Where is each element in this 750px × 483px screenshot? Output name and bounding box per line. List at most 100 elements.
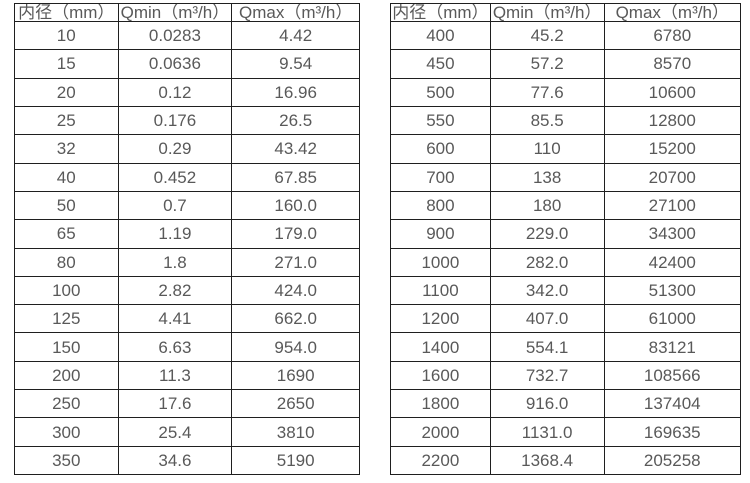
table-row: 150 6.63 954.0 xyxy=(14,332,360,362)
qmin-cell: 45.2 xyxy=(489,20,605,51)
table-row: 125 4.41 662.0 xyxy=(14,304,360,334)
table-row: 1200 407.0 61000 xyxy=(390,304,741,334)
diameter-cell: 600 xyxy=(390,134,491,164)
qmax-cell: 51300 xyxy=(603,275,741,306)
qmax-cell: 67.85 xyxy=(231,162,360,192)
qmax-cell: 179.0 xyxy=(231,219,360,249)
qmax-cell: 16.96 xyxy=(231,77,360,107)
qmin-cell: 4.41 xyxy=(117,304,233,334)
table-row: 600 110 15200 xyxy=(390,134,741,164)
diameter-cell: 40 xyxy=(14,162,119,192)
flow-table-left: 内径（mm） Qmin（m³/h） Qmax（m³/h） 10 0.0283 4.42 15… xyxy=(14,3,360,476)
table-row: 200 11.3 1690 xyxy=(14,360,360,391)
qmin-cell: 0.176 xyxy=(117,105,233,136)
qmin-cell: 180 xyxy=(489,190,605,221)
qmax-cell: 43.42 xyxy=(231,134,360,164)
column-header-qmax: Qmax（m³/h） xyxy=(231,3,360,22)
qmin-cell: 229.0 xyxy=(489,219,605,249)
qmin-cell: 282.0 xyxy=(489,247,605,277)
qmin-cell: 732.7 xyxy=(489,360,605,391)
flow-table-right: 内径（mm） Qmin（m³/h） Qmax（m³/h） 400 45.2 6780 450… xyxy=(390,3,741,476)
qmax-cell: 15200 xyxy=(603,134,741,164)
diameter-cell: 300 xyxy=(14,417,119,447)
column-header-diameter: 内径（mm） xyxy=(14,3,119,22)
qmin-cell: 342.0 xyxy=(489,275,605,306)
qmin-cell: 0.7 xyxy=(117,190,233,221)
qmax-cell: 424.0 xyxy=(231,275,360,306)
qmin-cell: 0.0636 xyxy=(117,49,233,79)
diameter-cell: 800 xyxy=(390,190,491,221)
table-row: 800 180 27100 xyxy=(390,190,741,221)
qmin-cell: 6.63 xyxy=(117,332,233,362)
table-row: 32 0.29 43.42 xyxy=(14,134,360,164)
column-header-qmin: Qmin（m³/h） xyxy=(117,3,233,22)
qmin-cell: 0.29 xyxy=(117,134,233,164)
diameter-cell: 2200 xyxy=(390,445,491,476)
qmax-cell: 160.0 xyxy=(231,190,360,221)
table-row: 1100 342.0 51300 xyxy=(390,275,741,306)
table-row: 100 2.82 424.0 xyxy=(14,275,360,306)
table-row: 400 45.2 6780 xyxy=(390,20,741,51)
qmin-cell: 1131.0 xyxy=(489,417,605,447)
table-row: 500 77.6 10600 xyxy=(390,77,741,107)
qmax-cell: 27100 xyxy=(603,190,741,221)
qmax-cell: 10600 xyxy=(603,77,741,107)
header-row: 内径（mm） Qmin（m³/h） Qmax（m³/h） xyxy=(390,3,741,22)
diameter-cell: 1800 xyxy=(390,389,491,419)
qmax-cell: 169635 xyxy=(603,417,741,447)
qmin-cell: 17.6 xyxy=(117,389,233,419)
qmax-cell: 20700 xyxy=(603,162,741,192)
diameter-cell: 400 xyxy=(390,20,491,51)
diameter-cell: 1600 xyxy=(390,360,491,391)
table-row: 1600 732.7 108566 xyxy=(390,360,741,391)
diameter-cell: 350 xyxy=(14,445,119,476)
qmin-cell: 0.452 xyxy=(117,162,233,192)
table-row: 40 0.452 67.85 xyxy=(14,162,360,192)
table-row: 1000 282.0 42400 xyxy=(390,247,741,277)
diameter-cell: 80 xyxy=(14,247,119,277)
table-row: 80 1.8 271.0 xyxy=(14,247,360,277)
qmin-cell: 1368.4 xyxy=(489,445,605,476)
diameter-cell: 1200 xyxy=(390,304,491,334)
diameter-cell: 65 xyxy=(14,219,119,249)
diameter-cell: 250 xyxy=(14,389,119,419)
qmax-cell: 4.42 xyxy=(231,20,360,51)
diameter-cell: 500 xyxy=(390,77,491,107)
diameter-cell: 150 xyxy=(14,332,119,362)
qmin-cell: 916.0 xyxy=(489,389,605,419)
diameter-cell: 2000 xyxy=(390,417,491,447)
qmin-cell: 2.82 xyxy=(117,275,233,306)
qmax-cell: 42400 xyxy=(603,247,741,277)
qmin-cell: 11.3 xyxy=(117,360,233,391)
diameter-cell: 550 xyxy=(390,105,491,136)
qmax-cell: 271.0 xyxy=(231,247,360,277)
table-row: 20 0.12 16.96 xyxy=(14,77,360,107)
diameter-cell: 50 xyxy=(14,190,119,221)
table-row: 10 0.0283 4.42 xyxy=(14,20,360,51)
table-row: 1400 554.1 83121 xyxy=(390,332,741,362)
diameter-cell: 15 xyxy=(14,49,119,79)
qmin-cell: 110 xyxy=(489,134,605,164)
qmax-cell: 954.0 xyxy=(231,332,360,362)
table-row: 900 229.0 34300 xyxy=(390,219,741,249)
diameter-cell: 700 xyxy=(390,162,491,192)
qmin-cell: 407.0 xyxy=(489,304,605,334)
qmin-cell: 77.6 xyxy=(489,77,605,107)
qmin-cell: 138 xyxy=(489,162,605,192)
qmin-cell: 85.5 xyxy=(489,105,605,136)
qmax-cell: 9.54 xyxy=(231,49,360,79)
table-row: 2200 1368.4 205258 xyxy=(390,445,741,476)
qmin-cell: 0.12 xyxy=(117,77,233,107)
table-row: 700 138 20700 xyxy=(390,162,741,192)
qmin-cell: 1.19 xyxy=(117,219,233,249)
qmax-cell: 12800 xyxy=(603,105,741,136)
diameter-cell: 32 xyxy=(14,134,119,164)
qmax-cell: 137404 xyxy=(603,389,741,419)
qmax-cell: 205258 xyxy=(603,445,741,476)
qmax-cell: 8570 xyxy=(603,49,741,79)
qmin-cell: 25.4 xyxy=(117,417,233,447)
table-row: 50 0.7 160.0 xyxy=(14,190,360,221)
table-row: 1800 916.0 137404 xyxy=(390,389,741,419)
qmax-cell: 83121 xyxy=(603,332,741,362)
